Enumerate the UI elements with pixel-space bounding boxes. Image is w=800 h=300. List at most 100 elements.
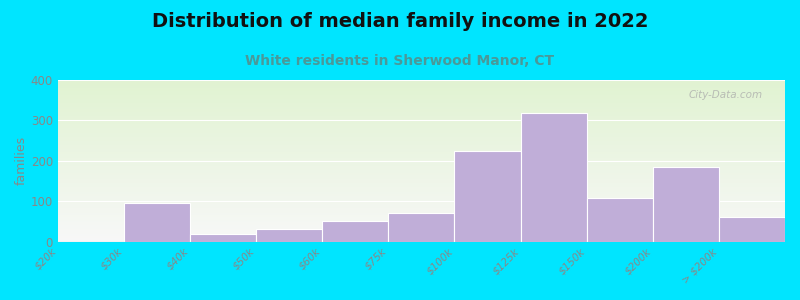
Bar <box>58 180 785 181</box>
Bar <box>58 164 785 165</box>
Bar <box>58 210 785 211</box>
Bar <box>58 136 785 137</box>
Bar <box>58 154 785 155</box>
Bar <box>58 174 785 175</box>
Bar <box>58 106 785 107</box>
Bar <box>58 229 785 230</box>
Bar <box>58 152 785 153</box>
Bar <box>58 195 785 196</box>
Bar <box>58 221 785 222</box>
Bar <box>58 231 785 232</box>
Bar <box>58 87 785 88</box>
Bar <box>58 166 785 167</box>
Bar <box>58 234 785 235</box>
Bar <box>58 236 785 237</box>
Bar <box>58 213 785 214</box>
Bar <box>58 197 785 198</box>
Bar <box>58 142 785 143</box>
Bar <box>58 204 785 205</box>
Bar <box>58 165 785 166</box>
Bar <box>58 140 785 141</box>
Bar <box>58 112 785 113</box>
Bar <box>586 198 653 242</box>
Bar <box>58 163 785 164</box>
Bar <box>58 162 785 163</box>
Bar <box>58 192 785 193</box>
Bar <box>58 160 785 161</box>
Bar <box>58 178 785 179</box>
Bar <box>58 225 785 226</box>
Bar <box>521 113 586 242</box>
Bar <box>58 109 785 110</box>
Bar <box>58 200 785 201</box>
Text: White residents in Sherwood Manor, CT: White residents in Sherwood Manor, CT <box>246 54 554 68</box>
Bar <box>58 158 785 159</box>
Text: City-Data.com: City-Data.com <box>689 90 763 100</box>
Bar <box>58 96 785 97</box>
Bar <box>58 223 785 224</box>
Bar <box>58 102 785 103</box>
Bar <box>58 240 785 241</box>
Bar <box>58 90 785 91</box>
Bar <box>58 228 785 229</box>
Y-axis label: families: families <box>15 136 28 185</box>
Bar <box>58 219 785 220</box>
Bar <box>58 176 785 177</box>
Bar <box>58 130 785 131</box>
Bar <box>58 239 785 240</box>
Bar <box>58 218 785 219</box>
Bar <box>58 121 785 122</box>
Bar <box>454 151 521 242</box>
Bar <box>58 205 785 206</box>
Bar <box>58 83 785 84</box>
Bar <box>58 100 785 101</box>
Text: Distribution of median family income in 2022: Distribution of median family income in … <box>152 12 648 31</box>
Bar <box>58 185 785 186</box>
Bar <box>58 235 785 236</box>
Bar <box>58 122 785 123</box>
Bar <box>58 116 785 117</box>
Bar <box>58 227 785 228</box>
Bar <box>58 107 785 108</box>
Bar <box>58 168 785 169</box>
Bar <box>58 216 785 217</box>
Bar <box>58 208 785 209</box>
Bar <box>58 199 785 200</box>
Bar <box>58 132 785 133</box>
Bar <box>58 159 785 160</box>
Bar <box>58 187 785 188</box>
Bar <box>58 157 785 158</box>
Bar <box>58 144 785 145</box>
Bar <box>58 220 785 221</box>
Bar <box>653 167 719 242</box>
Bar <box>58 82 785 83</box>
Bar <box>58 103 785 104</box>
Bar <box>58 131 785 132</box>
Bar <box>58 183 785 184</box>
Bar <box>58 148 785 149</box>
Bar <box>58 233 785 234</box>
Bar <box>58 97 785 98</box>
Bar <box>58 110 785 111</box>
Bar <box>58 184 785 185</box>
Bar <box>58 215 785 216</box>
Bar <box>58 149 785 150</box>
Bar <box>58 113 785 114</box>
Bar <box>58 177 785 178</box>
Bar <box>58 134 785 135</box>
Bar <box>58 190 785 191</box>
Bar <box>58 133 785 134</box>
Bar <box>58 224 785 225</box>
Bar <box>58 175 785 176</box>
Bar <box>58 143 785 144</box>
Bar <box>58 101 785 102</box>
Bar <box>58 105 785 106</box>
Bar <box>58 238 785 239</box>
Bar <box>58 241 785 242</box>
Bar <box>58 82 785 83</box>
Bar <box>58 95 785 96</box>
Bar <box>58 127 785 128</box>
Bar <box>58 126 785 127</box>
Bar <box>58 238 785 239</box>
Bar <box>58 125 785 126</box>
